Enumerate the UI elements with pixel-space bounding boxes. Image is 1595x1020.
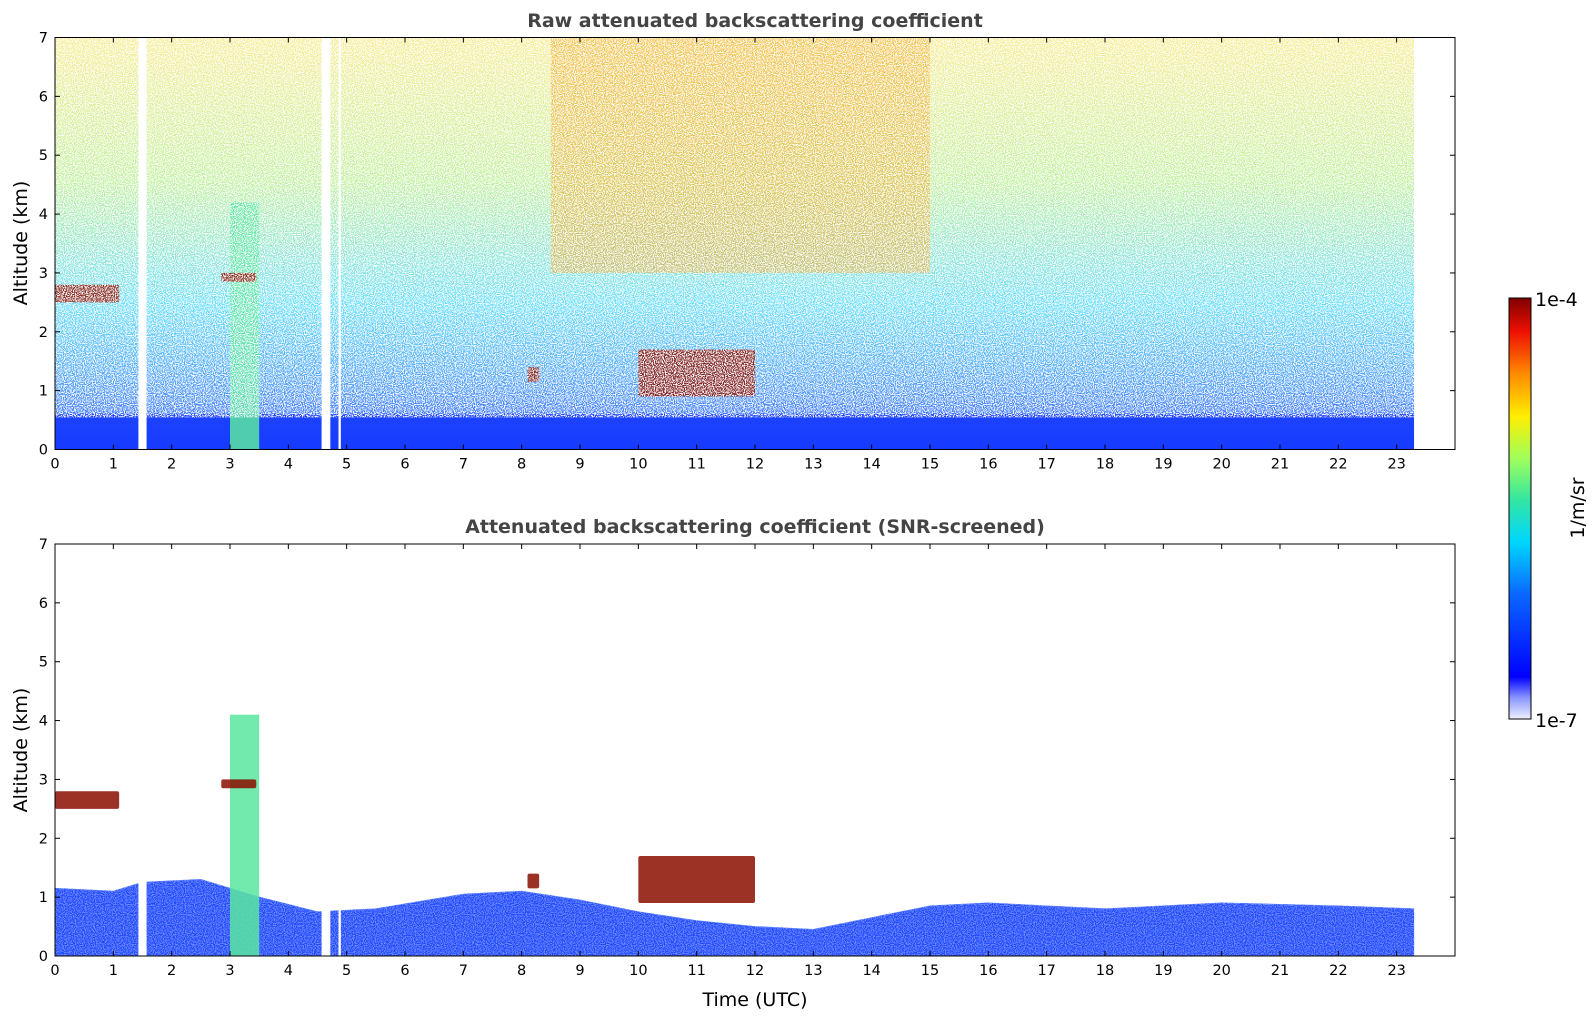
x-axis-label: Time (UTC) (701, 989, 807, 1011)
x-tick-label: 18 (1096, 457, 1114, 473)
x-tick-label: 14 (862, 457, 880, 473)
aerosol-column (230, 714, 260, 956)
x-tick-label: 1 (109, 963, 118, 979)
x-tick-label: 19 (1154, 963, 1172, 979)
missing-data-gap (338, 37, 341, 450)
x-tick-label: 5 (342, 963, 351, 979)
x-tick-label: 9 (575, 963, 584, 979)
x-tick-label: 23 (1387, 457, 1405, 473)
y-axis-label: Altitude (km) (10, 181, 32, 306)
colorbar-gradient (1508, 297, 1532, 720)
heatmap (55, 544, 1455, 956)
y-tick-label: 2 (39, 831, 48, 847)
x-tick-label: 20 (1212, 963, 1230, 979)
x-tick-label: 15 (921, 963, 939, 979)
x-tick-label: 2 (167, 457, 176, 473)
y-tick-label: 7 (39, 537, 48, 553)
colorbar-unit-label: 1/m/sr (1567, 477, 1589, 538)
x-tick-label: 6 (400, 457, 409, 473)
no-data-region (1414, 37, 1455, 450)
missing-data-gap (321, 544, 331, 956)
x-tick-label: 11 (687, 963, 705, 979)
panel-screened: Attenuated backscattering coefficient (S… (10, 516, 1456, 1011)
x-tick-label: 17 (1037, 457, 1055, 473)
x-tick-label: 20 (1212, 457, 1230, 473)
y-tick-label: 5 (39, 148, 48, 164)
x-tick-label: 3 (225, 457, 234, 473)
x-tick-label: 12 (746, 457, 764, 473)
x-tick-label: 7 (459, 963, 468, 979)
colorbar-min-label: 1e-7 (1535, 710, 1578, 732)
y-tick-label: 6 (39, 596, 48, 612)
y-tick-label: 4 (39, 714, 48, 730)
x-tick-label: 17 (1037, 963, 1055, 979)
x-tick-label: 21 (1271, 457, 1289, 473)
y-tick-label: 1 (39, 384, 48, 400)
x-tick-label: 6 (400, 963, 409, 979)
x-tick-label: 13 (804, 963, 822, 979)
missing-data-gap (138, 544, 147, 956)
missing-data-gap (338, 544, 341, 956)
y-tick-label: 0 (39, 443, 48, 459)
y-tick-label: 0 (39, 949, 48, 965)
missing-data-gap (321, 37, 331, 450)
x-tick-label: 15 (921, 457, 939, 473)
x-tick-label: 21 (1271, 963, 1289, 979)
y-tick-label: 6 (39, 89, 48, 105)
missing-data-gap (138, 37, 147, 450)
x-tick-label: 2 (167, 963, 176, 979)
x-tick-label: 12 (746, 963, 764, 979)
cloud (527, 873, 540, 889)
x-tick-label: 0 (50, 457, 59, 473)
x-tick-label: 3 (225, 963, 234, 979)
x-tick-label: 23 (1387, 963, 1405, 979)
colorbar-max-label: 1e-4 (1535, 289, 1578, 311)
y-tick-label: 3 (39, 772, 48, 788)
panel-raw: Raw attenuated backscattering coefficien… (10, 10, 1456, 473)
x-tick-label: 14 (862, 963, 880, 979)
cloud (55, 791, 120, 809)
x-tick-label: 11 (687, 457, 705, 473)
y-tick-label: 4 (39, 207, 48, 223)
x-tick-label: 10 (629, 457, 647, 473)
x-tick-label: 4 (284, 457, 293, 473)
y-tick-label: 7 (39, 31, 48, 47)
heatmap (55, 37, 1455, 450)
speckle-overlay (55, 37, 1414, 418)
x-tick-label: 18 (1096, 963, 1114, 979)
x-tick-label: 7 (459, 457, 468, 473)
y-axis-label: Altitude (km) (10, 688, 32, 813)
x-tick-label: 5 (342, 457, 351, 473)
x-tick-label: 19 (1154, 457, 1172, 473)
chart-title: Raw attenuated backscattering coefficien… (527, 10, 983, 32)
x-tick-label: 8 (517, 963, 526, 979)
boundary-layer-texture (55, 879, 1415, 956)
x-tick-label: 10 (629, 963, 647, 979)
y-tick-label: 5 (39, 655, 48, 671)
x-tick-label: 16 (979, 457, 997, 473)
x-tick-label: 8 (517, 457, 526, 473)
cloud (638, 855, 755, 904)
x-tick-label: 4 (284, 963, 293, 979)
x-tick-label: 16 (979, 963, 997, 979)
x-tick-label: 9 (575, 457, 584, 473)
y-tick-label: 1 (39, 890, 48, 906)
y-tick-label: 2 (39, 325, 48, 341)
x-tick-label: 0 (50, 963, 59, 979)
chart-title: Attenuated backscattering coefficient (S… (465, 516, 1045, 538)
x-tick-label: 22 (1329, 457, 1347, 473)
y-tick-label: 3 (39, 266, 48, 282)
cloud (221, 779, 257, 789)
x-tick-label: 1 (109, 457, 118, 473)
x-tick-label: 13 (804, 457, 822, 473)
near-surface-layer (55, 414, 1415, 450)
no-data-region (1414, 544, 1455, 956)
x-tick-label: 22 (1329, 963, 1347, 979)
colorbar: 1e-4 1e-7 1/m/sr (1508, 289, 1589, 732)
